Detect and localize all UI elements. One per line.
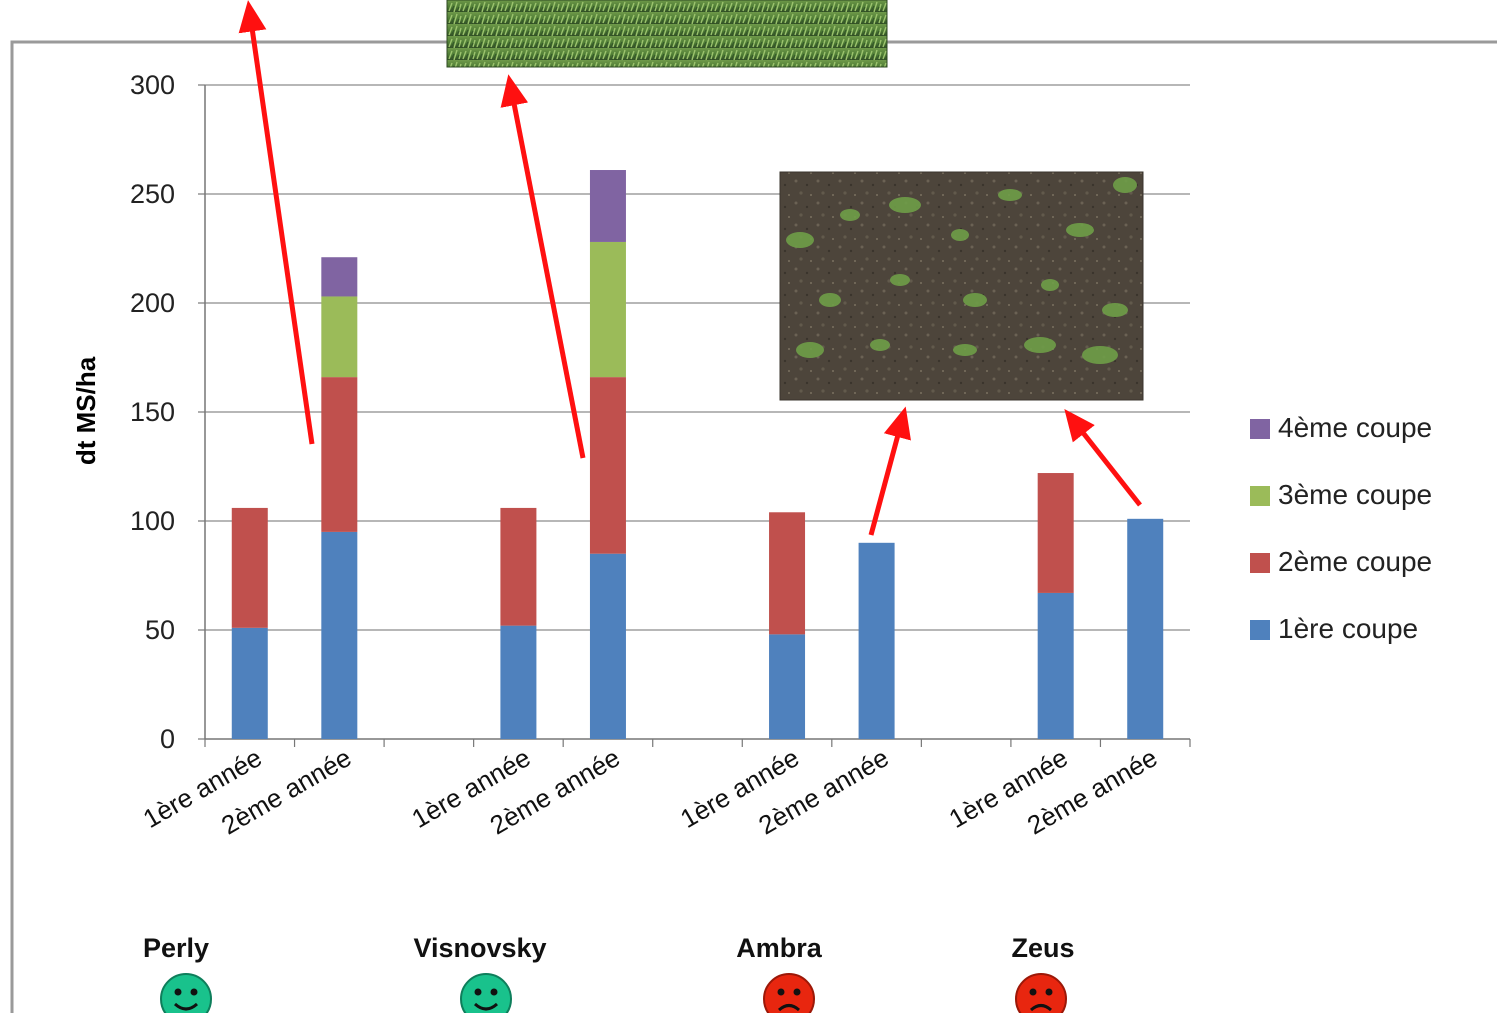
legend-swatch	[1250, 419, 1270, 439]
variety-name: Zeus	[1011, 933, 1074, 963]
bar-segment-2-cat-5	[769, 512, 806, 635]
smiley-happy-icon	[160, 973, 212, 1018]
y-tick-label: 200	[130, 288, 175, 318]
bar-segment-4-cat-2	[321, 257, 358, 297]
bar-segment-1-cat-1	[231, 627, 268, 739]
legend-label: 2ème coupe	[1278, 546, 1432, 577]
bar-segment-3-cat-4	[589, 241, 626, 378]
legend-swatch	[1250, 486, 1270, 506]
bar-segment-2-cat-7	[1037, 473, 1074, 593]
arrow-to-sparse-photo-ambra	[868, 406, 911, 536]
bar-segment-2-cat-4	[589, 377, 626, 554]
field-photo-sparse-crop	[779, 171, 1144, 401]
smiley-sad-icon	[1015, 973, 1067, 1018]
gridlines	[205, 84, 1190, 631]
bar-segment-1-cat-6	[858, 542, 895, 739]
slide-frame	[10, 40, 1497, 1013]
bar-segment-3-cat-2	[321, 296, 358, 378]
legend-label: 3ème coupe	[1278, 479, 1432, 510]
bars	[231, 170, 1164, 739]
smiley-sad-icon	[763, 973, 815, 1018]
y-tick-label: 50	[145, 615, 175, 645]
variety-name: Ambra	[736, 933, 823, 963]
bar-segment-2-cat-2	[321, 377, 358, 532]
y-tick-label: 150	[130, 397, 175, 427]
y-tick-label: 0	[160, 724, 175, 754]
y-tick-label: 100	[130, 506, 175, 536]
legend-swatch	[1250, 620, 1270, 640]
field-photo-dense-crop	[446, 0, 888, 68]
legend-swatch	[1250, 553, 1270, 573]
bar-segment-1-cat-3	[500, 625, 537, 739]
arrow-to-sparse-photo-zeus	[1064, 409, 1142, 507]
y-tick-label: 300	[130, 70, 175, 100]
variety-groups: Perly Visnovsky Ambra Zeus	[143, 933, 1075, 1018]
bar-segment-2-cat-3	[500, 507, 537, 626]
bar-segment-1-cat-5	[769, 634, 806, 739]
y-axis-label: dt MS/ha	[71, 356, 101, 465]
variety-name: Visnovsky	[413, 933, 546, 963]
arrow-to-dense-photo-left	[238, 0, 315, 445]
bar-segment-1-cat-4	[589, 553, 626, 739]
legend-label: 4ème coupe	[1278, 412, 1432, 443]
bar-segment-1-cat-8	[1127, 518, 1164, 739]
y-tick-label: 250	[130, 179, 175, 209]
legend: 4ème coupe 3ème coupe 2ème coupe 1ère coupe	[1250, 412, 1432, 644]
bar-segment-1-cat-2	[321, 531, 358, 739]
bar-segment-2-cat-1	[231, 507, 268, 628]
variety-name: Perly	[143, 933, 209, 963]
axes	[198, 84, 1191, 747]
smiley-happy-icon	[460, 973, 512, 1018]
annotation-arrows	[238, 0, 1142, 536]
bar-segment-4-cat-4	[589, 170, 626, 242]
arrow-to-dense-photo	[500, 74, 586, 459]
bar-segment-1-cat-7	[1037, 592, 1074, 739]
legend-label: 1ère coupe	[1278, 613, 1418, 644]
